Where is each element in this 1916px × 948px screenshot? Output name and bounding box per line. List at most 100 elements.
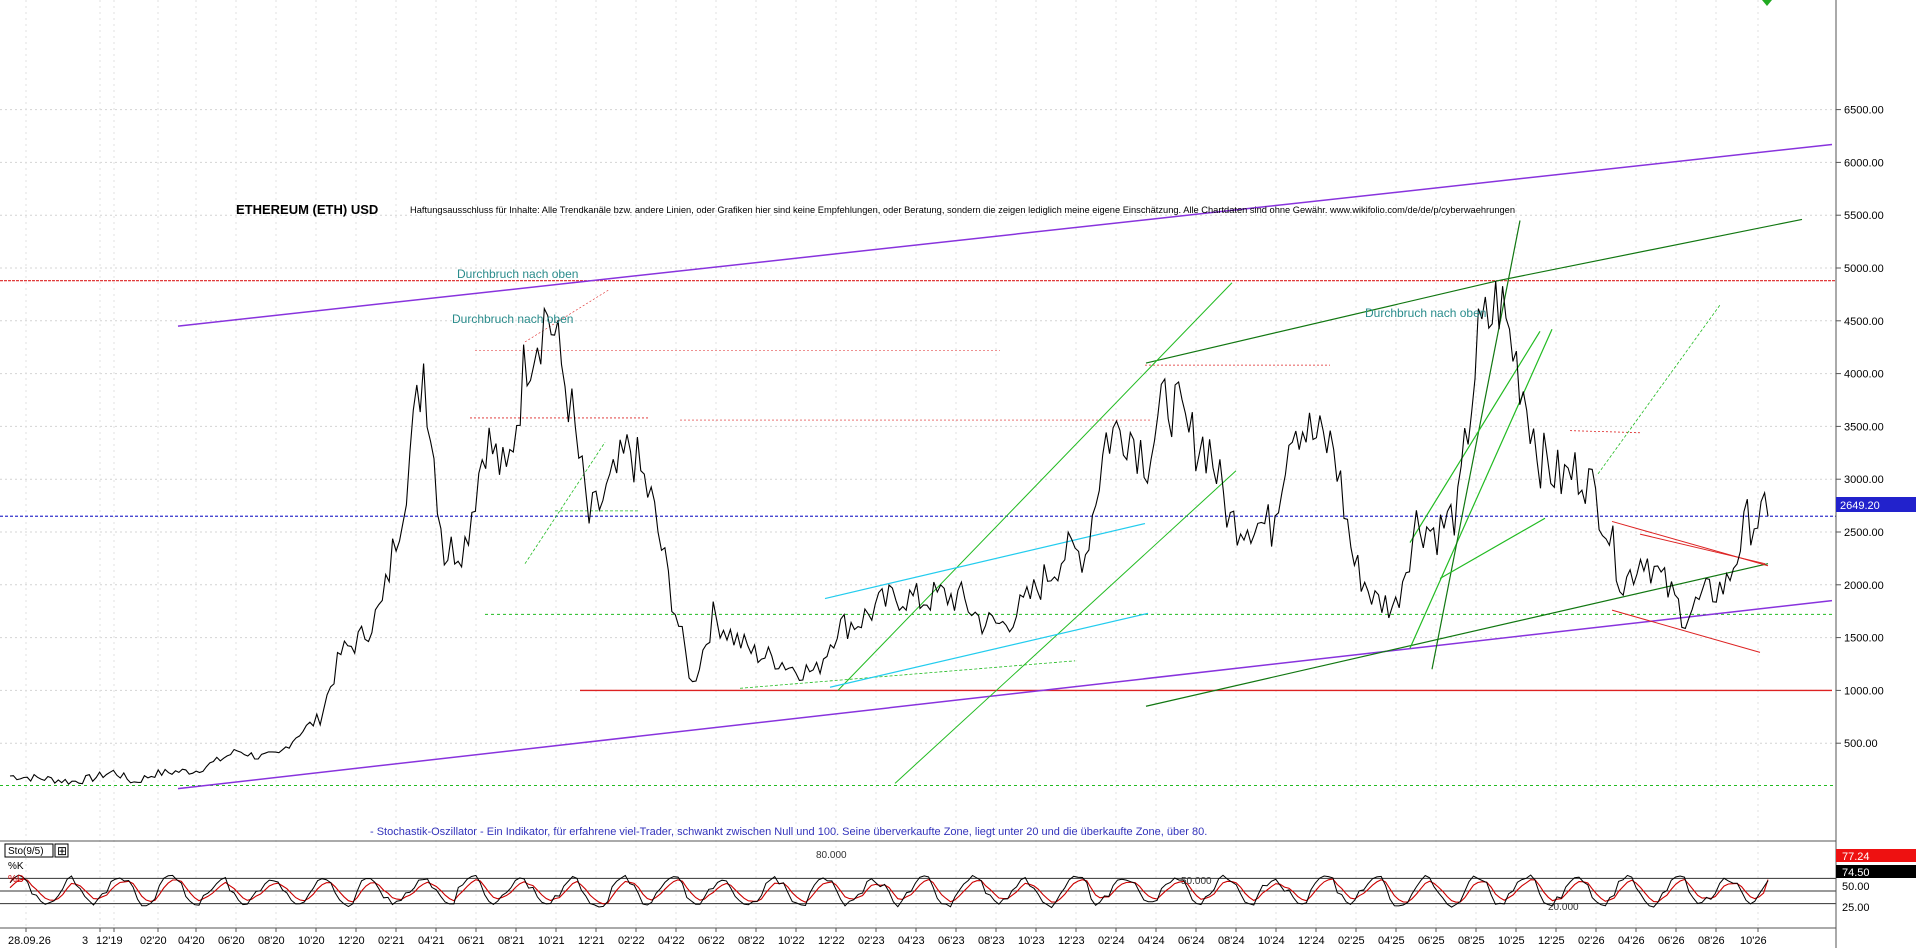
stochastic-note: - Stochastik-Oszillator - Ein Indikator,… <box>370 826 1207 838</box>
y-axis: 6500.00 6000.00 5500.00 5000.00 4500.00 4000.… <box>1836 105 1884 750</box>
current-price-badge <box>1836 497 1916 512</box>
x-tick-label: 02'22 <box>618 935 645 947</box>
x-tick-label: 10'24 <box>1258 935 1285 947</box>
dark-green-upper <box>1145 280 1499 364</box>
y-tick-label: 6500.00 <box>1844 105 1884 117</box>
x-tick-label: 02'21 <box>378 935 405 947</box>
x-tick-label: 06'26 <box>1658 935 1685 947</box>
x-axis: 28.09.26 3 12'19 02'20 04'20 06'20 08'20 10'20 1… <box>8 928 1767 947</box>
x-tick-label: 12'22 <box>818 935 845 947</box>
stochastic-panel <box>0 874 1836 909</box>
x-tick-label: 02'26 <box>1578 935 1605 947</box>
annotation-breakout-1: Durchbruch nach oben <box>457 267 578 281</box>
y-tick-label: 6000.00 <box>1844 157 1884 169</box>
green-trend-6 <box>1439 517 1546 579</box>
x-tick-label: 12'20 <box>338 935 365 947</box>
x-tick-label: 06'21 <box>458 935 485 947</box>
indicator-label-box[interactable] <box>4 843 54 858</box>
x-tick-label: 04'26 <box>1618 935 1645 947</box>
x-tick-label: 04'21 <box>418 935 445 947</box>
x-tick-label: 10'22 <box>778 935 805 947</box>
x-tick-label: 04'24 <box>1138 935 1165 947</box>
trendlines <box>0 143 1836 790</box>
red-wedge-lower <box>1611 609 1761 653</box>
x-tick-label: 06'24 <box>1178 935 1205 947</box>
price-series <box>9 281 1769 786</box>
x-tick-label: 12'19 <box>96 935 123 947</box>
y-tick-label: 1500.00 <box>1844 633 1884 645</box>
x-tick-label: 02'20 <box>140 935 167 947</box>
x-tick-label: 04'20 <box>178 935 205 947</box>
disclaimer-text: Haftungsausschluss für Inhalte: Alle Tre… <box>410 205 1515 215</box>
stoch-k-value: 74.50 <box>1842 867 1870 879</box>
stoch-level-20: 20.000 <box>1548 902 1579 913</box>
x-tick-label: 28.09.26 <box>8 935 51 947</box>
x-tick-label: 02'25 <box>1338 935 1365 947</box>
price-axis-panel <box>1836 0 1916 948</box>
x-tick-label: 08'20 <box>258 935 285 947</box>
k-label: %K <box>8 861 24 872</box>
y-tick-label: 500.00 <box>1844 738 1878 750</box>
x-tick-label: 12'24 <box>1298 935 1325 947</box>
purple-channel-lower <box>177 599 1833 790</box>
new-data-marker-icon <box>1762 0 1772 6</box>
dark-green-upper-ext <box>1497 218 1803 282</box>
y-tick-label: 4500.00 <box>1844 316 1884 328</box>
red-wedge-inner <box>1639 533 1766 565</box>
stoch-d-badge <box>1836 849 1916 862</box>
green-trend-4 <box>1431 220 1521 670</box>
cyan-channel-lower <box>829 612 1149 688</box>
x-tick-label: 08'23 <box>978 935 1005 947</box>
stoch-k-badge <box>1836 865 1916 878</box>
x-tick-label: 08'21 <box>498 935 525 947</box>
green-trend-3 <box>1409 329 1553 649</box>
stoch-d-value: 77.24 <box>1842 851 1870 863</box>
y-tick-label: 2500.00 <box>1844 527 1884 539</box>
x-tick-label: 04'25 <box>1378 935 1405 947</box>
x-tick-label: 10'23 <box>1018 935 1045 947</box>
x-tick-label: 12'23 <box>1058 935 1085 947</box>
indicator-expand-button[interactable] <box>54 843 69 858</box>
green-dashed-8 <box>524 442 606 564</box>
x-tick-label: 10'25 <box>1498 935 1525 947</box>
stoch-level-80: 80.000 <box>816 850 847 861</box>
x-tick-label: 10'26 <box>1740 935 1767 947</box>
x-tick-label: 3 <box>82 935 88 947</box>
y-tick-label: 2000.00 <box>1844 580 1884 592</box>
current-price-value: 2649.20 <box>1840 500 1880 512</box>
dark-green-lower <box>1145 563 1769 707</box>
stoch-k-line <box>9 874 1769 909</box>
x-tick-label: 08'26 <box>1698 935 1725 947</box>
y-tick-label: 5000.00 <box>1844 263 1884 275</box>
green-dashed-10 <box>739 660 1076 689</box>
stoch-scale-50: 50.00 <box>1842 881 1870 893</box>
x-tick-label: 10'21 <box>538 935 565 947</box>
red-dashed-diag <box>524 288 611 343</box>
x-tick-label: 06'20 <box>218 935 245 947</box>
chart-title: ETHEREUM (ETH) USD <box>236 202 378 217</box>
x-tick-label: 10'20 <box>298 935 325 947</box>
plus-icon: ⊞ <box>57 844 67 858</box>
indicator-label: Sto(9/5) <box>8 846 44 857</box>
price-line <box>9 281 1769 786</box>
stoch-d-line <box>9 878 1769 905</box>
x-tick-label: 06'22 <box>698 935 725 947</box>
y-tick-label: 5500.00 <box>1844 210 1884 222</box>
green-trend-5 <box>1409 331 1541 543</box>
green-trend-1 <box>837 282 1233 691</box>
stoch-level-50: 50.000 <box>1181 876 1212 887</box>
y-tick-label: 3500.00 <box>1844 421 1884 433</box>
purple-channel-upper <box>177 143 1833 327</box>
y-tick-label: 1000.00 <box>1844 685 1884 697</box>
x-tick-label: 08'24 <box>1218 935 1245 947</box>
y-tick-label: 4000.00 <box>1844 369 1884 381</box>
annotation-breakout-3: Durchbruch nach oben <box>1365 306 1486 320</box>
x-tick-label: 06'25 <box>1418 935 1445 947</box>
y-tick-label: 3000.00 <box>1844 474 1884 486</box>
x-tick-label: 08'25 <box>1458 935 1485 947</box>
x-tick-label: 04'22 <box>658 935 685 947</box>
x-tick-label: 12'25 <box>1538 935 1565 947</box>
x-tick-label: 02'24 <box>1098 935 1125 947</box>
